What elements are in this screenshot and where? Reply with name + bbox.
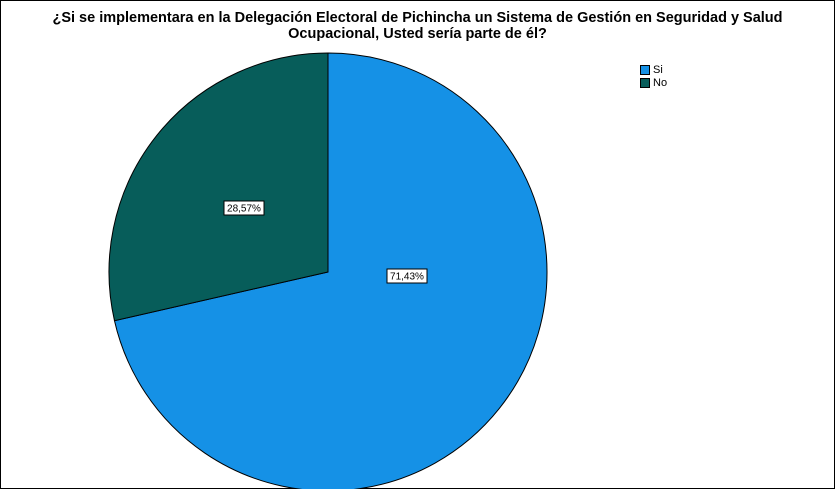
data-label-si: 71,43% <box>386 268 428 284</box>
legend-label-si: Si <box>653 63 663 76</box>
legend: Si No <box>640 63 667 89</box>
data-label-no: 28,57% <box>223 200 265 216</box>
legend-item-no: No <box>640 76 667 89</box>
legend-swatch-no <box>640 77 650 88</box>
chart-title: ¿Si se implementara en la Delegación Ele… <box>0 10 835 42</box>
pie-slice-si <box>113 52 548 489</box>
legend-swatch-si <box>640 64 650 75</box>
pie-slice-no <box>108 52 329 322</box>
data-label-text-si: 71,43% <box>390 272 424 283</box>
legend-label-no: No <box>653 76 668 89</box>
chart-title-line-1: ¿Si se implementara en la Delegación Ele… <box>52 10 783 26</box>
data-label-box-si <box>386 268 428 284</box>
data-label-box-no <box>223 200 265 216</box>
legend-item-si: Si <box>640 63 667 76</box>
chart-title-line-2: Ocupacional, Usted sería parte de él? <box>288 26 547 42</box>
data-label-text-no: 28,57% <box>227 204 261 215</box>
